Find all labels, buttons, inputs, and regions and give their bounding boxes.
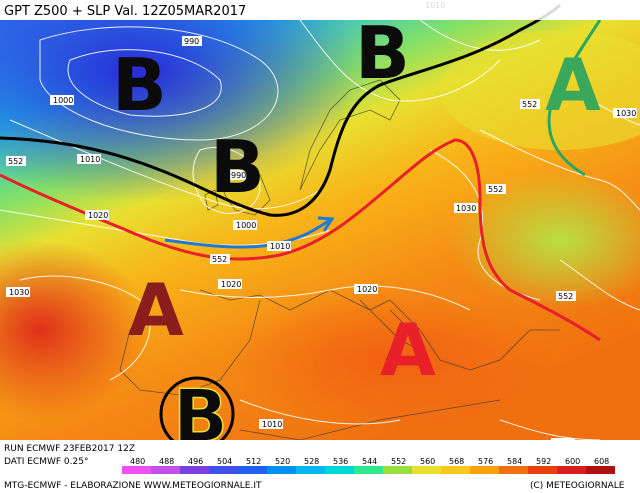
z500-label: 552 xyxy=(558,292,573,301)
high-iberia-shade xyxy=(0,240,150,420)
scale-value: 496 xyxy=(188,457,203,466)
scale-value: 488 xyxy=(159,457,174,466)
scale-swatch xyxy=(383,466,412,474)
isobar-label: 1010 xyxy=(80,155,100,164)
scale-swatch xyxy=(122,466,151,474)
scale-swatch xyxy=(470,466,499,474)
z500-label: 552 xyxy=(212,255,227,264)
scale-value: 552 xyxy=(391,457,406,466)
isobar-label: 1030 xyxy=(616,109,636,118)
coastlines xyxy=(119,79,560,441)
scale-value: 576 xyxy=(478,457,493,466)
ridge-line xyxy=(0,138,601,342)
scale-value: 520 xyxy=(275,457,290,466)
yellow-ne-shade xyxy=(440,30,640,150)
pressure-centers: B B B A A A B xyxy=(112,11,601,459)
green-ridge-line xyxy=(547,19,602,177)
scale-swatch xyxy=(412,466,441,474)
isobar-label: 1000 xyxy=(236,221,256,230)
high-center-mediterranean: A xyxy=(380,308,436,392)
high-center-russia: A xyxy=(545,43,601,127)
scale-value: 608 xyxy=(594,457,609,466)
low-center-scandinavia: B xyxy=(355,11,410,95)
isobar-label: 1030 xyxy=(456,204,476,213)
data-label: DATI ECMWF 0.25° xyxy=(4,457,88,467)
high-med-shade xyxy=(230,290,550,430)
scale-swatch xyxy=(325,466,354,474)
scale-swatch xyxy=(151,466,180,474)
z500-label: 552 xyxy=(8,157,23,166)
isobar-label: 1020 xyxy=(221,280,241,289)
header-bar xyxy=(0,0,640,20)
z500-label: 552 xyxy=(488,185,503,194)
scale-swatch xyxy=(586,466,615,474)
scale-swatch xyxy=(180,466,209,474)
scale-swatch xyxy=(296,466,325,474)
scale-value: 592 xyxy=(536,457,551,466)
scale-value: 504 xyxy=(217,457,232,466)
isobar-label: 1030 xyxy=(9,288,29,297)
scale-swatch xyxy=(209,466,238,474)
scale-swatch xyxy=(557,466,586,474)
scale-value: 480 xyxy=(130,457,145,466)
scale-value: 528 xyxy=(304,457,319,466)
z500-label: 552 xyxy=(522,100,537,109)
isobar-label: 990 xyxy=(231,171,246,180)
scale-value: 560 xyxy=(420,457,435,466)
scale-swatch xyxy=(267,466,296,474)
low-center-atlantic: B xyxy=(112,43,167,127)
isobar-label: 1010 xyxy=(262,420,282,429)
isobar-label: 1020 xyxy=(357,285,377,294)
scale-swatch xyxy=(354,466,383,474)
z500-label-group: 552 552 552 552 552 xyxy=(6,99,576,301)
low-center-north-sea: B xyxy=(210,125,265,209)
scale-value: 544 xyxy=(362,457,377,466)
scale-value: 536 xyxy=(333,457,348,466)
color-scale: 480 488 496 504 512 520 528 536 544 552 560 568 576 5… xyxy=(122,457,615,474)
map-title: GPT Z500 + SLP Val. 12Z05MAR2017 xyxy=(4,4,246,19)
isobar-label: 1020 xyxy=(88,211,108,220)
scale-value: 568 xyxy=(449,457,464,466)
isobar-label: 1000 xyxy=(53,96,73,105)
scale-swatch xyxy=(528,466,557,474)
copyright-label: (C) METEOGIORNALE xyxy=(530,481,625,491)
scale-swatch xyxy=(238,466,267,474)
isobar-label: 990 xyxy=(184,37,199,46)
run-label: RUN ECMWF 23FEB2017 12Z xyxy=(4,444,135,454)
isobar-label: 1010 xyxy=(270,242,290,251)
scale-value: 584 xyxy=(507,457,522,466)
scale-swatch xyxy=(499,466,528,474)
trough-line-west xyxy=(0,3,562,217)
scale-value: 512 xyxy=(246,457,261,466)
scale-value: 600 xyxy=(565,457,580,466)
credits-label: MTG-ECMWF - ELABORAZIONE WWW.METEOGIORNA… xyxy=(4,481,262,491)
high-center-iberia: A xyxy=(128,268,184,352)
scale-swatch xyxy=(441,466,470,474)
